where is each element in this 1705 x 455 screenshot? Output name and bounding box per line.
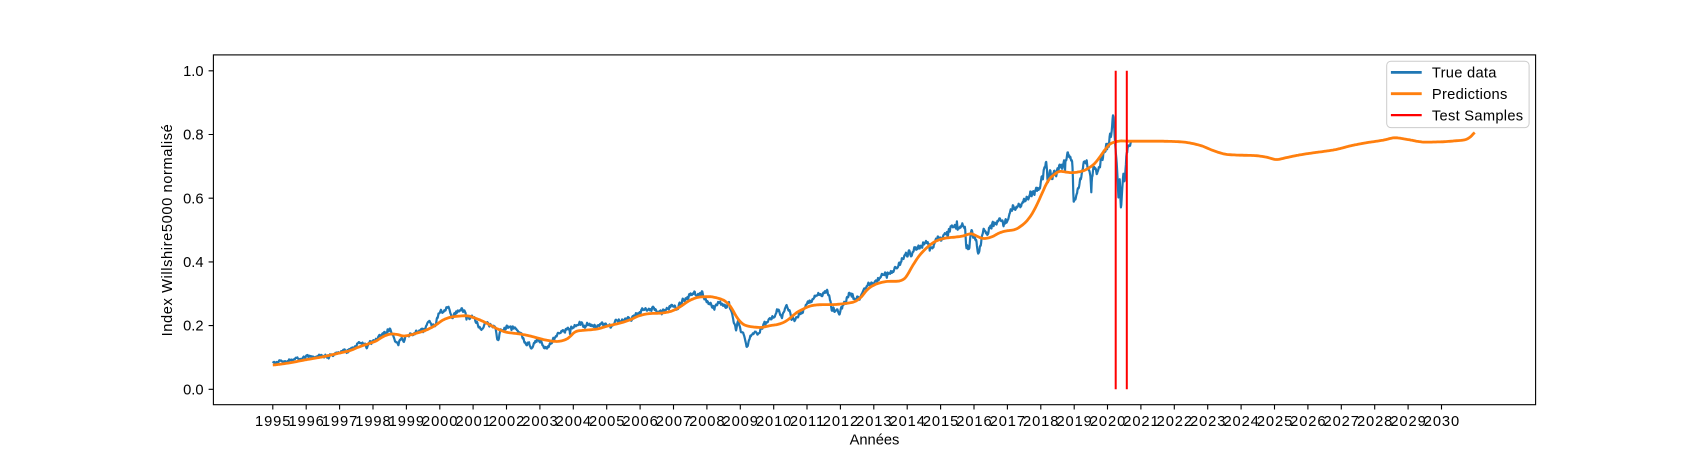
svg-text:0.8: 0.8 <box>183 128 203 144</box>
svg-text:2009: 2009 <box>723 414 759 430</box>
svg-text:1999: 1999 <box>389 414 425 430</box>
svg-text:2021: 2021 <box>1123 414 1159 430</box>
svg-text:2026: 2026 <box>1290 414 1326 430</box>
svg-text:2011: 2011 <box>790 414 825 430</box>
svg-text:1.0: 1.0 <box>183 64 203 80</box>
svg-text:2027: 2027 <box>1324 414 1360 430</box>
svg-text:2003: 2003 <box>522 414 558 430</box>
svg-text:2019: 2019 <box>1056 414 1092 430</box>
svg-text:2010: 2010 <box>756 414 792 430</box>
svg-text:0.0: 0.0 <box>183 382 203 398</box>
svg-text:2023: 2023 <box>1190 414 1226 430</box>
svg-text:2002: 2002 <box>489 414 525 430</box>
svg-text:Index Willshire5000 normalisé: Index Willshire5000 normalisé <box>160 124 176 337</box>
svg-text:2016: 2016 <box>956 414 992 430</box>
svg-text:2020: 2020 <box>1090 414 1126 430</box>
svg-text:2024: 2024 <box>1223 414 1259 430</box>
svg-text:2006: 2006 <box>622 414 658 430</box>
svg-text:True data: True data <box>1432 66 1497 82</box>
svg-text:2004: 2004 <box>556 414 592 430</box>
svg-text:2025: 2025 <box>1257 414 1293 430</box>
svg-text:2000: 2000 <box>422 414 458 430</box>
svg-text:1998: 1998 <box>355 414 391 430</box>
svg-text:2022: 2022 <box>1157 414 1193 430</box>
svg-text:1995: 1995 <box>255 414 291 430</box>
svg-text:2005: 2005 <box>589 414 625 430</box>
svg-text:2012: 2012 <box>823 414 859 430</box>
svg-text:2029: 2029 <box>1390 414 1426 430</box>
svg-text:2014: 2014 <box>890 414 926 430</box>
svg-text:2028: 2028 <box>1357 414 1393 430</box>
svg-text:1996: 1996 <box>288 414 324 430</box>
svg-text:0.6: 0.6 <box>183 191 203 207</box>
svg-text:Predictions: Predictions <box>1432 87 1508 103</box>
svg-text:0.2: 0.2 <box>183 319 203 335</box>
svg-text:2007: 2007 <box>656 414 692 430</box>
svg-text:2015: 2015 <box>923 414 959 430</box>
svg-text:2013: 2013 <box>856 414 892 430</box>
svg-text:2018: 2018 <box>1023 414 1059 430</box>
svg-text:2030: 2030 <box>1424 414 1460 430</box>
svg-text:1997: 1997 <box>322 414 358 430</box>
svg-text:Test Samples: Test Samples <box>1432 108 1524 124</box>
svg-text:2017: 2017 <box>990 414 1026 430</box>
svg-text:0.4: 0.4 <box>183 255 203 271</box>
svg-text:Années: Années <box>850 433 900 449</box>
svg-text:2001: 2001 <box>455 414 491 430</box>
svg-text:2008: 2008 <box>689 414 725 430</box>
